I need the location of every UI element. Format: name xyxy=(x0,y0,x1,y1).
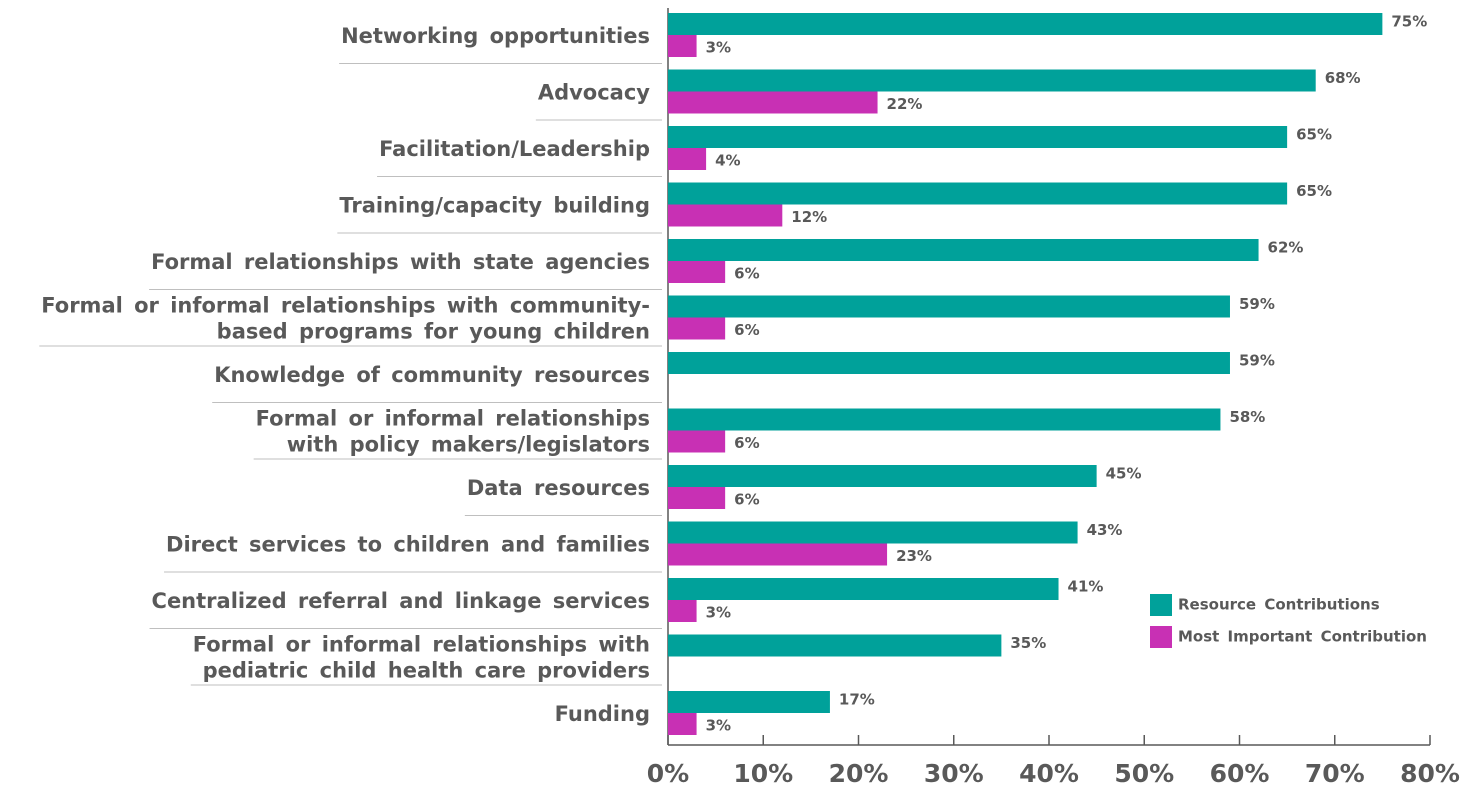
x-tick-label: 60% xyxy=(1210,759,1270,788)
bar xyxy=(668,578,1059,600)
data-label: 68% xyxy=(1325,69,1361,87)
category-label: Formal or informal relationships with pol… xyxy=(256,407,650,457)
bar xyxy=(668,713,697,735)
bar xyxy=(668,543,888,566)
data-label: 65% xyxy=(1296,182,1332,200)
x-tick-label: 30% xyxy=(924,759,984,788)
legend-label: Resource Contributions xyxy=(1178,596,1380,614)
data-label: 6% xyxy=(734,434,759,452)
data-label: 22% xyxy=(887,95,923,113)
bar xyxy=(668,487,726,509)
data-label: 59% xyxy=(1239,352,1275,370)
x-tick-label: 50% xyxy=(1114,759,1174,788)
data-label: 43% xyxy=(1087,521,1123,539)
category-label: Formal relationships with state agencies xyxy=(151,250,650,274)
category-label: Advocacy xyxy=(538,81,650,105)
category-label: Direct services to children and families xyxy=(166,533,650,557)
bar xyxy=(668,634,1002,657)
bar xyxy=(668,35,697,57)
legend-swatch xyxy=(1150,626,1172,648)
category-label: Knowledge of community resources xyxy=(214,363,650,387)
data-label: 75% xyxy=(1391,13,1427,31)
legend-label: Most Important Contribution xyxy=(1178,628,1427,646)
data-label: 6% xyxy=(734,265,759,283)
bar xyxy=(668,352,1230,374)
data-label: 3% xyxy=(706,39,731,57)
category-label: Networking opportunities xyxy=(341,24,650,48)
data-label: 45% xyxy=(1106,465,1142,483)
bar xyxy=(668,261,726,283)
data-label: 35% xyxy=(1010,634,1046,652)
data-label: 62% xyxy=(1268,239,1304,257)
bar xyxy=(668,295,1230,318)
data-label: 3% xyxy=(706,717,731,735)
bar xyxy=(668,691,830,713)
category-label: Formal or informal relationships with co… xyxy=(41,294,650,344)
data-label: 23% xyxy=(896,547,932,565)
bar xyxy=(668,408,1221,431)
data-label: 65% xyxy=(1296,126,1332,144)
bar xyxy=(668,91,878,114)
legend-swatch xyxy=(1150,594,1172,616)
category-label: Funding xyxy=(555,702,650,726)
bar xyxy=(668,204,783,227)
bar xyxy=(668,430,726,453)
data-label: 59% xyxy=(1239,295,1275,313)
category-label: Formal or informal relationships with ped… xyxy=(193,633,650,683)
x-tick-label: 0% xyxy=(647,759,689,788)
x-tick-label: 80% xyxy=(1400,759,1460,788)
bar xyxy=(668,465,1097,487)
x-tick-label: 70% xyxy=(1305,759,1365,788)
category-label: Facilitation/Leadership xyxy=(379,137,650,161)
bar xyxy=(668,126,1288,148)
x-tick-label: 10% xyxy=(733,759,793,788)
data-label: 17% xyxy=(839,691,875,709)
bar xyxy=(668,521,1078,544)
bar xyxy=(668,69,1316,92)
bar xyxy=(668,317,726,340)
bar xyxy=(668,239,1259,261)
category-label: Centralized referral and linkage service… xyxy=(152,589,650,613)
data-label: 4% xyxy=(715,152,740,170)
data-label: 12% xyxy=(791,208,827,226)
data-label: 6% xyxy=(734,491,759,509)
x-tick-label: 20% xyxy=(829,759,889,788)
data-label: 58% xyxy=(1229,408,1265,426)
category-label: Data resources xyxy=(467,476,650,500)
bar xyxy=(668,600,697,622)
data-label: 3% xyxy=(706,604,731,622)
bar xyxy=(668,148,707,170)
data-label: 41% xyxy=(1068,578,1104,596)
data-label: 6% xyxy=(734,321,759,339)
bar xyxy=(668,182,1288,205)
category-label: Training/capacity building xyxy=(339,194,650,218)
bar xyxy=(668,13,1383,35)
x-tick-label: 40% xyxy=(1019,759,1079,788)
